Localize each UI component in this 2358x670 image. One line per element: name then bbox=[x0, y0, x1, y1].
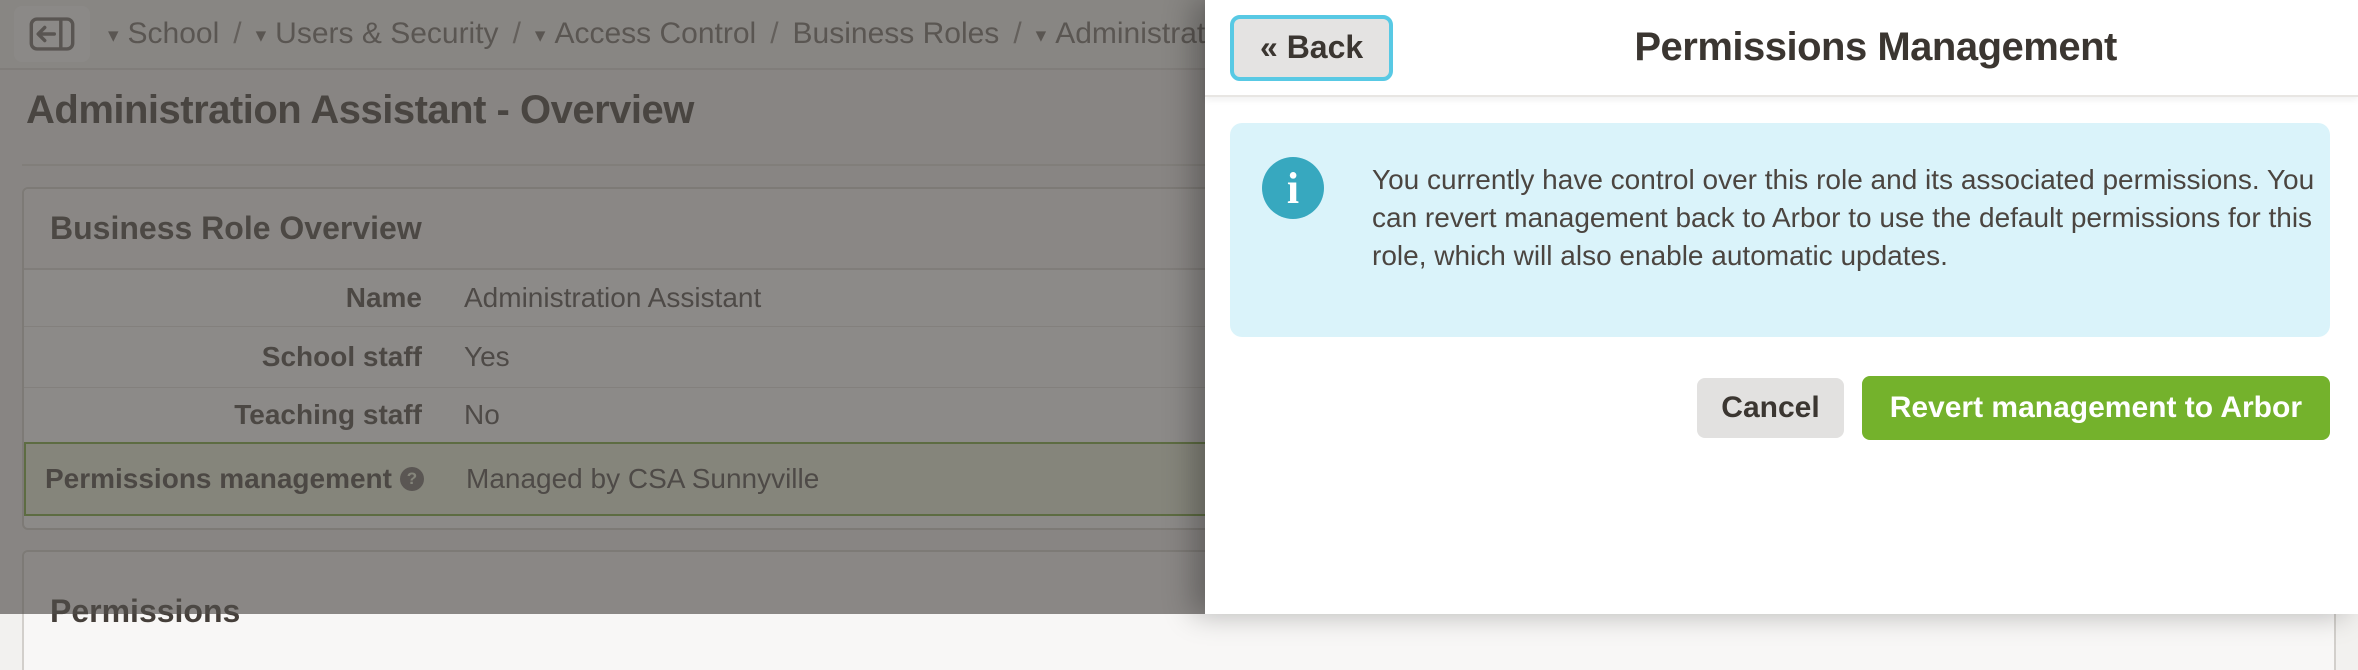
permissions-management-modal: « Back Permissions Management i You curr… bbox=[1205, 0, 2358, 614]
info-message-line: You currently have control over this rol… bbox=[1372, 164, 2315, 195]
revert-management-button[interactable]: Revert management to Arbor bbox=[1861, 376, 2330, 440]
info-message-line: can revert management back to Arbor to u… bbox=[1372, 202, 2313, 233]
modal-actions: Cancel Revert management to Arbor bbox=[1697, 376, 2330, 440]
info-icon: i bbox=[1262, 157, 1324, 219]
modal-title: Permissions Management bbox=[1634, 25, 2117, 69]
modal-header: « Back Permissions Management bbox=[1205, 0, 2358, 97]
info-message-line: role, which will also enable automatic u… bbox=[1372, 240, 1948, 271]
cancel-button[interactable]: Cancel bbox=[1697, 378, 1844, 438]
info-message-box: i You currently have control over this r… bbox=[1230, 123, 2330, 337]
back-button[interactable]: « Back bbox=[1230, 14, 1394, 81]
